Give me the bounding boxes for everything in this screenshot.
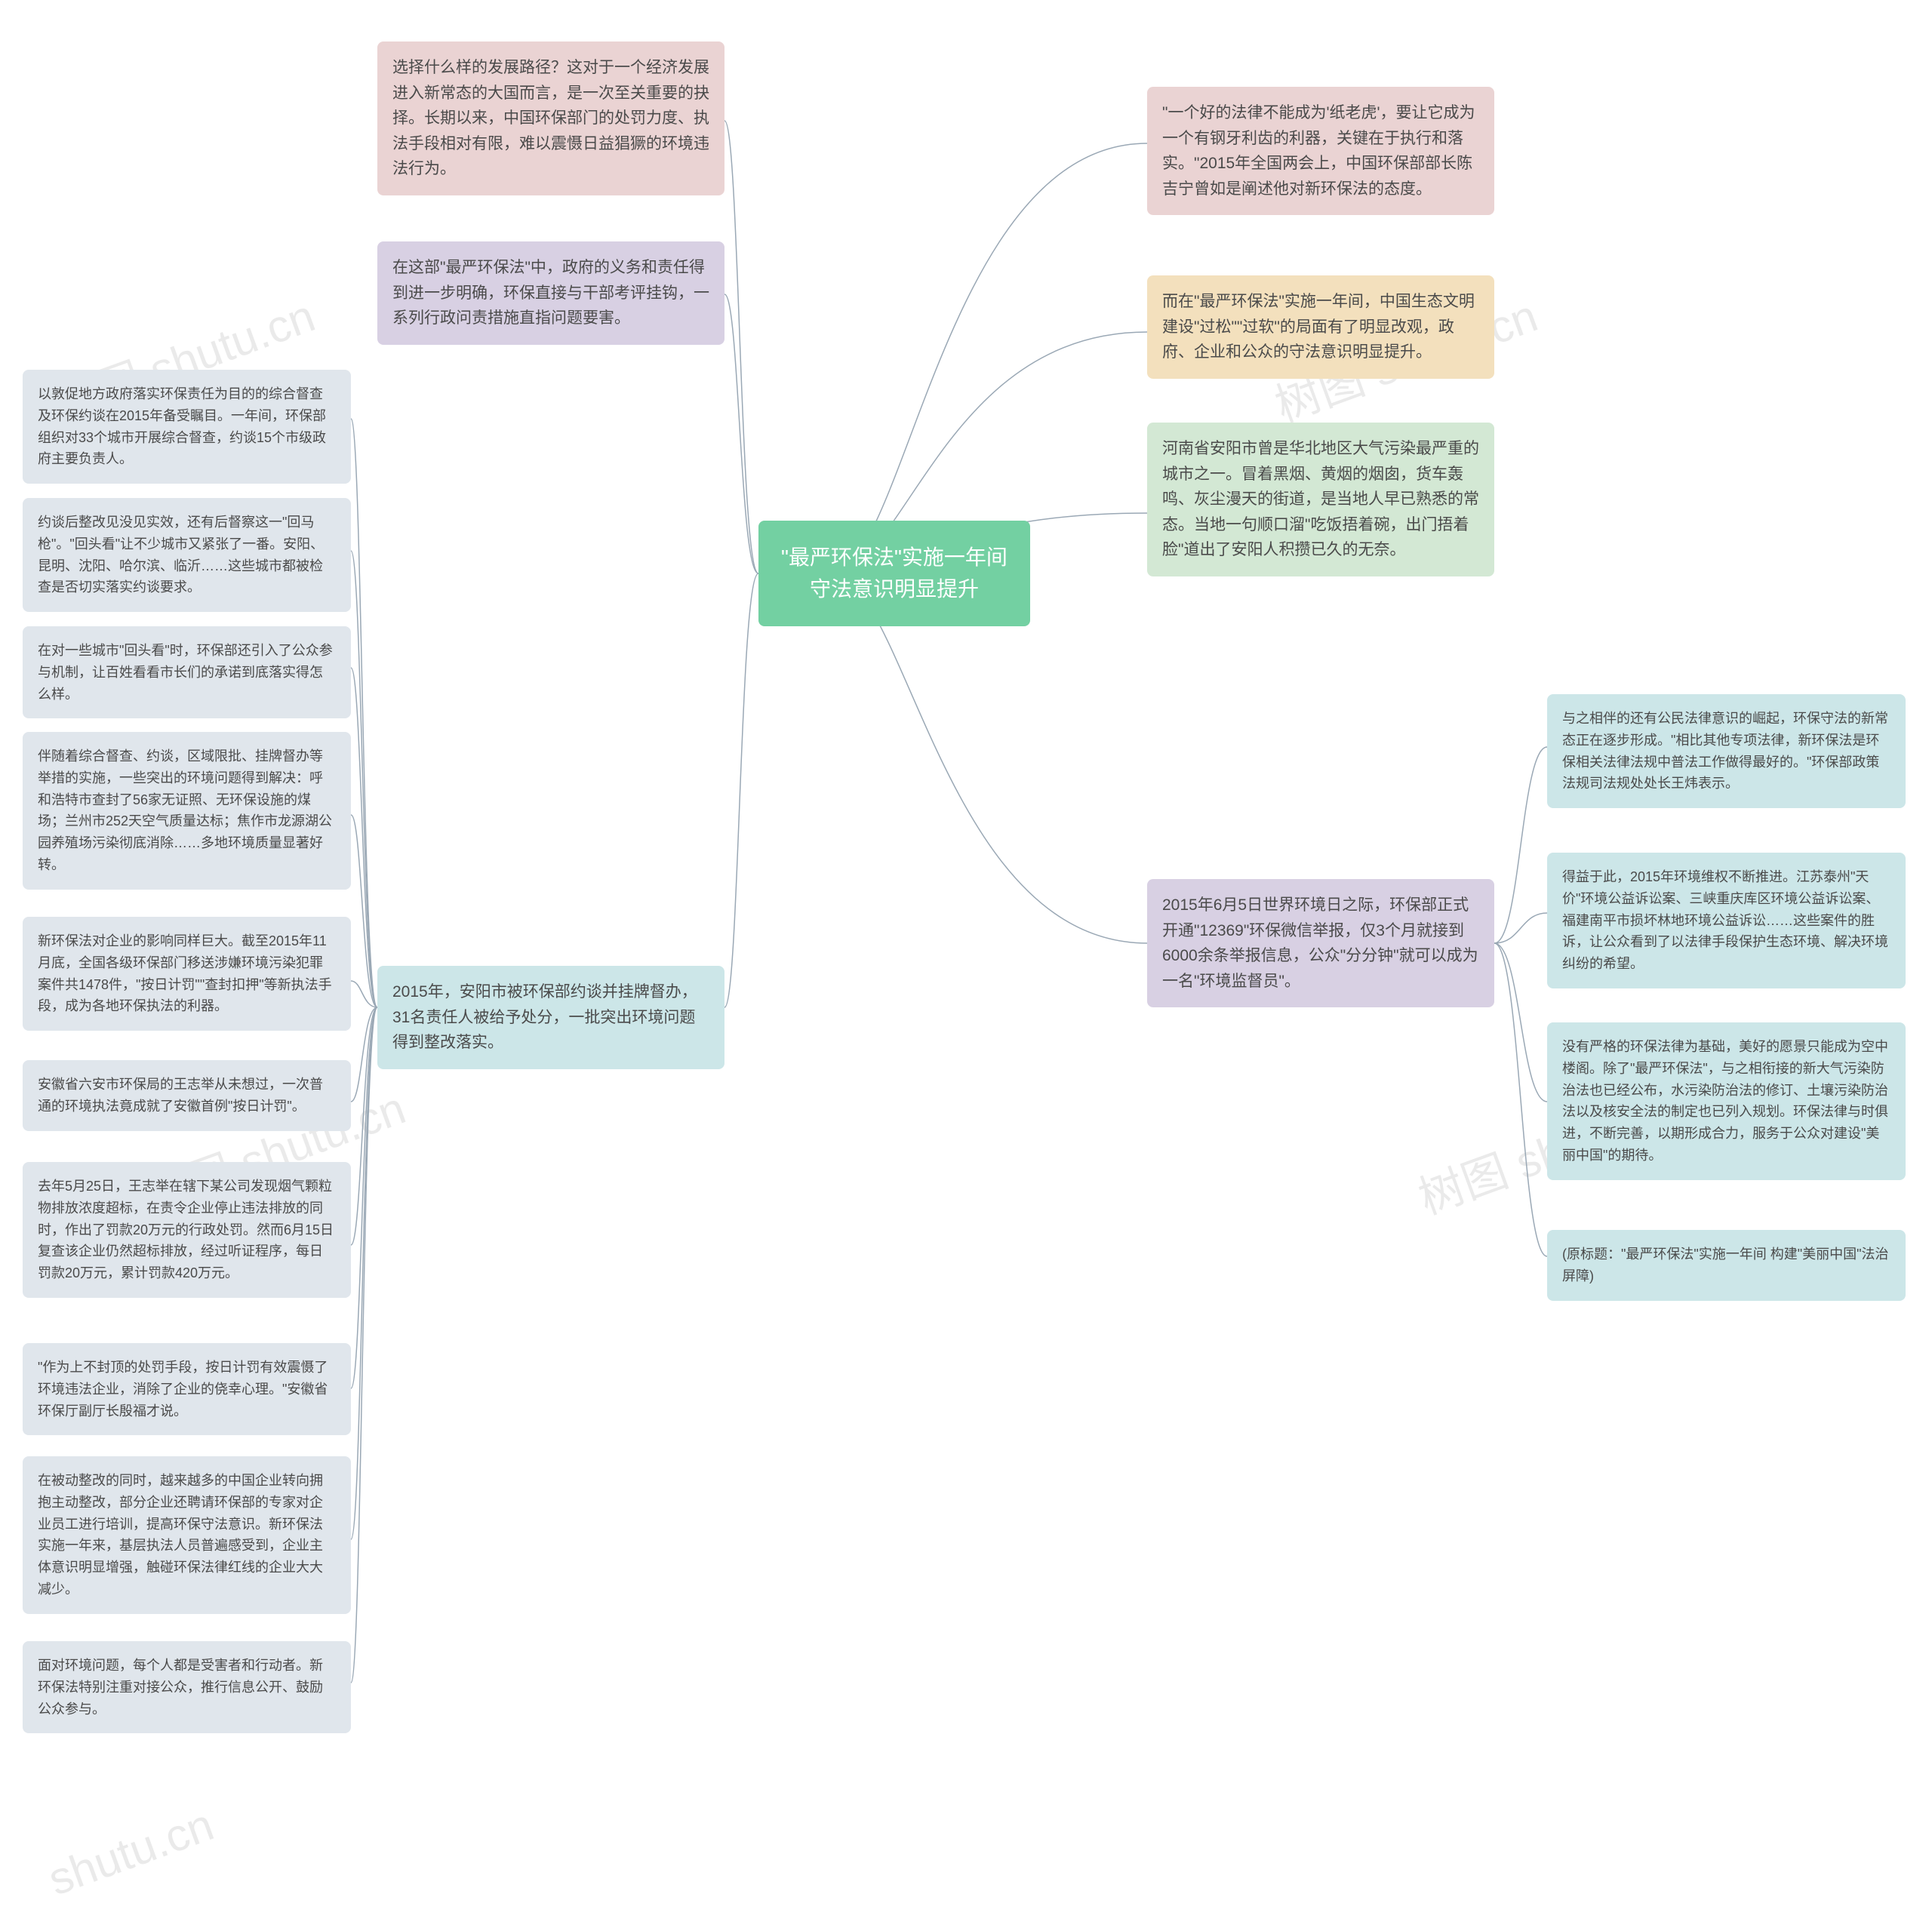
mindmap-node-ls9[interactable]: 在被动整改的同时，越来越多的中国企业转向拥抱主动整改，部分企业还聘请环保部的专家… (23, 1456, 351, 1614)
mindmap-node-r3[interactable]: 河南省安阳市曾是华北地区大气污染最严重的城市之一。冒着黑烟、黄烟的烟囱，货车轰鸣… (1147, 423, 1494, 576)
watermark: shutu.cn (42, 1798, 220, 1905)
mindmap-node-rs2[interactable]: 得益于此，2015年环境维权不断推进。江苏泰州"天价"环境公益诉讼案、三峡重庆库… (1547, 853, 1906, 988)
mindmap-node-rs1[interactable]: 与之相伴的还有公民法律意识的崛起，环保守法的新常态正在逐步形成。"相比其他专项法… (1547, 694, 1906, 808)
mindmap-node-l2[interactable]: 在这部"最严环保法"中，政府的义务和责任得到进一步明确，环保直接与干部考评挂钩，… (377, 241, 724, 345)
center-node[interactable]: "最严环保法"实施一年间 守法意识明显提升 (758, 521, 1030, 626)
mindmap-node-ls7[interactable]: 去年5月25日，王志举在辖下某公司发现烟气颗粒物排放浓度超标，在责令企业停止违法… (23, 1162, 351, 1298)
mindmap-node-ls10[interactable]: 面对环境问题，每个人都是受害者和行动者。新环保法特别注重对接公众，推行信息公开、… (23, 1641, 351, 1733)
mindmap-node-rs4[interactable]: (原标题："最严环保法"实施一年间 构建"美丽中国"法治屏障) (1547, 1230, 1906, 1301)
mindmap-node-ls5[interactable]: 新环保法对企业的影响同样巨大。截至2015年11月底，全国各级环保部门移送涉嫌环… (23, 917, 351, 1031)
mindmap-node-l1[interactable]: 选择什么样的发展路径？这对于一个经济发展进入新常态的大国而言，是一次至关重要的抉… (377, 42, 724, 195)
mindmap-node-rs3[interactable]: 没有严格的环保法律为基础，美好的愿景只能成为空中楼阁。除了"最严环保法"，与之相… (1547, 1022, 1906, 1180)
mindmap-node-ls8[interactable]: "作为上不封顶的处罚手段，按日计罚有效震慑了环境违法企业，消除了企业的侥幸心理。… (23, 1343, 351, 1435)
mindmap-node-r4[interactable]: 2015年6月5日世界环境日之际，环保部正式开通"12369"环保微信举报，仅3… (1147, 879, 1494, 1007)
mindmap-node-r1[interactable]: "一个好的法律不能成为'纸老虎'，要让它成为一个有钢牙利齿的利器，关键在于执行和… (1147, 87, 1494, 215)
mindmap-node-ls4[interactable]: 伴随着综合督查、约谈，区域限批、挂牌督办等举措的实施，一些突出的环境问题得到解决… (23, 732, 351, 890)
mindmap-node-ls1[interactable]: 以敦促地方政府落实环保责任为目的的综合督查及环保约谈在2015年备受瞩目。一年间… (23, 370, 351, 484)
mindmap-node-ls6[interactable]: 安徽省六安市环保局的王志举从未想过，一次普通的环境执法竟成就了安徽首例"按日计罚… (23, 1060, 351, 1131)
mindmap-node-ls2[interactable]: 约谈后整改见没见实效，还有后督察这一"回马枪"。"回头看"让不少城市又紧张了一番… (23, 498, 351, 612)
mindmap-node-r2[interactable]: 而在"最严环保法"实施一年间，中国生态文明建设"过松""过软"的局面有了明显改观… (1147, 275, 1494, 379)
mindmap-node-ls3[interactable]: 在对一些城市"回头看"时，环保部还引入了公众参与机制，让百姓看看市长们的承诺到底… (23, 626, 351, 718)
mindmap-node-l3[interactable]: 2015年，安阳市被环保部约谈并挂牌督办，31名责任人被给予处分，一批突出环境问… (377, 966, 724, 1069)
